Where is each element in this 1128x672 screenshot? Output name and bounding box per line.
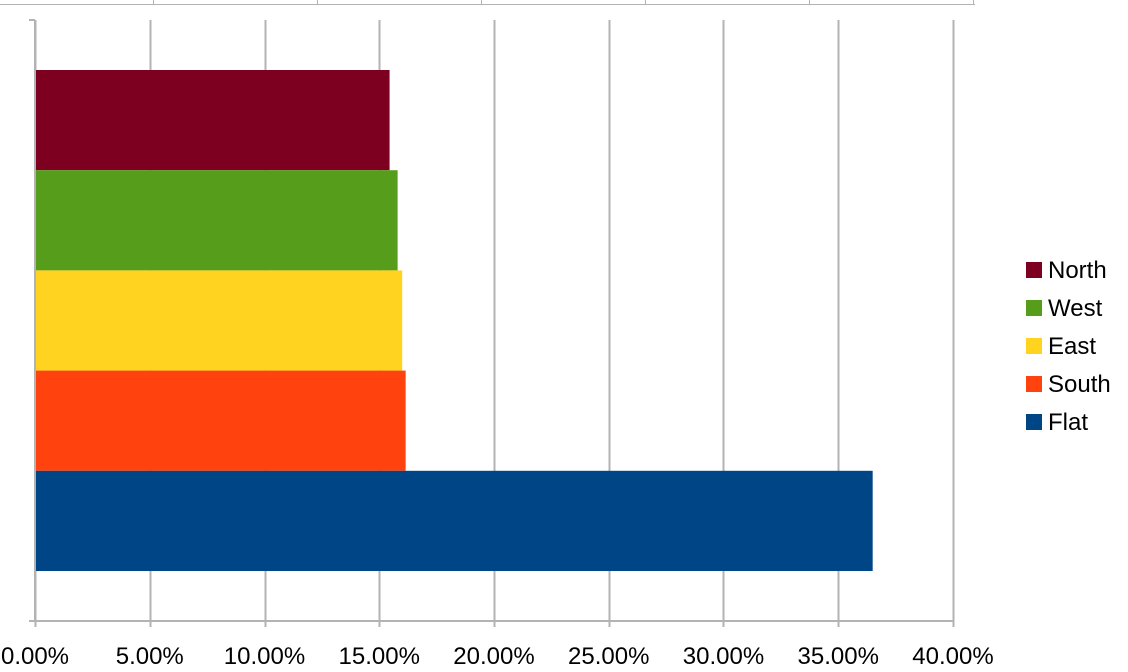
legend-label-flat: Flat bbox=[1048, 409, 1088, 436]
x-tick-label: 20.00% bbox=[453, 643, 534, 670]
bar-north bbox=[35, 70, 390, 171]
legend-swatch-south bbox=[1026, 376, 1042, 392]
x-axis-tick-labels: 0.00% 5.00% 10.00% 15.00% 20.00% 25.00% 30.00%… bbox=[1, 643, 994, 670]
x-tick-label: 40.00% bbox=[912, 643, 993, 670]
legend-swatch-west bbox=[1026, 300, 1042, 316]
bar-west bbox=[35, 170, 398, 271]
legend-swatch-east bbox=[1026, 338, 1042, 354]
x-tick-label: 15.00% bbox=[339, 643, 420, 670]
legend-swatch-north bbox=[1026, 262, 1042, 278]
bar-south bbox=[35, 370, 406, 471]
x-tick-label: 35.00% bbox=[798, 643, 879, 670]
x-tick-label: 10.00% bbox=[224, 643, 305, 670]
legend: North West East South Flat bbox=[1026, 257, 1111, 436]
legend-label-south: South bbox=[1048, 371, 1111, 398]
x-tick-label: 0.00% bbox=[1, 643, 69, 670]
bar-flat bbox=[35, 470, 873, 571]
top-axis-fragment bbox=[0, 0, 975, 5]
x-tick-label: 25.00% bbox=[568, 643, 649, 670]
bars bbox=[35, 70, 873, 571]
plot-frame bbox=[29, 19, 953, 622]
legend-label-north: North bbox=[1048, 257, 1107, 284]
legend-label-east: East bbox=[1048, 333, 1096, 360]
bar-east bbox=[35, 270, 403, 371]
legend-label-west: West bbox=[1048, 295, 1103, 322]
legend-swatch-flat bbox=[1026, 414, 1042, 430]
x-tick-label: 30.00% bbox=[683, 643, 764, 670]
x-tick-label: 5.00% bbox=[116, 643, 184, 670]
